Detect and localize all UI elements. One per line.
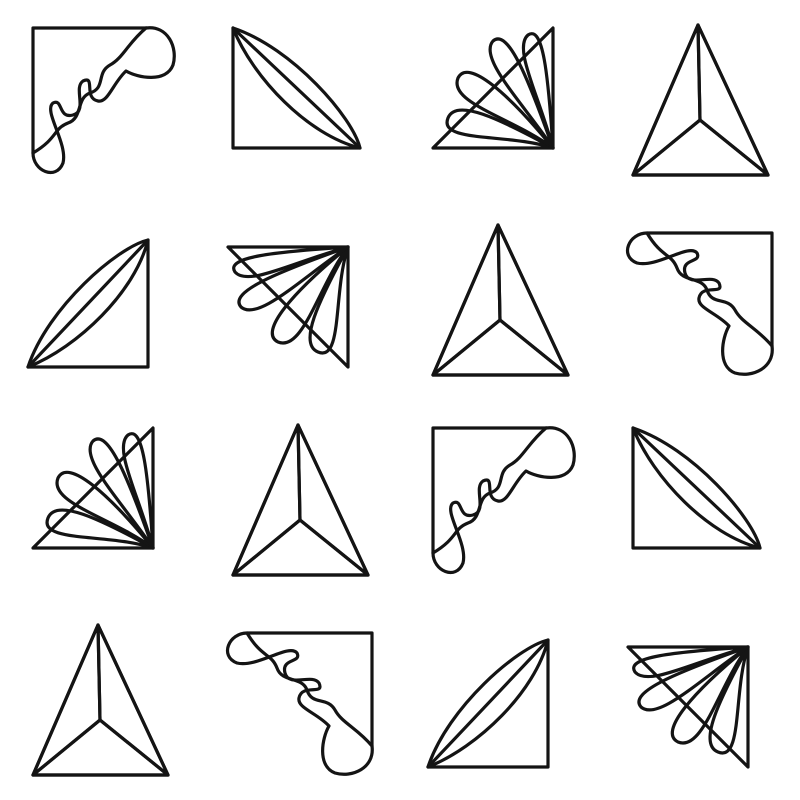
wavy-corner-tile-icon [31,26,176,175]
lens-triangle-tile-icon [631,426,762,550]
fan-tile-icon [31,426,155,550]
fan-petal-4 [232,245,350,279]
lens-triangle-tile-icon [231,26,362,150]
fan-petal-1 [445,108,555,150]
fan-petal-1 [708,645,750,755]
lens-triangle-fill [231,26,362,150]
wavy-diagonal-line [431,426,548,555]
fan-petal-2 [455,70,555,150]
fan-petal-3 [637,645,750,712]
pyramid-outline [431,223,570,377]
pyramid-outline [631,23,770,177]
fan-petal-4 [632,645,750,679]
fan-petal-2 [270,245,350,345]
lens-triangle-tile-icon [426,638,550,769]
pyramid-outline [231,423,370,577]
fan-triangle-fill [31,426,155,550]
fan-tile-icon [226,245,350,369]
lens-shape [426,638,550,769]
tri-pyramid-tile-icon [431,223,570,377]
fan-petal-3 [88,437,155,550]
wavy-corner-tile-icon [225,631,374,776]
fan-petal-1 [45,508,155,550]
tiles-layer [26,23,774,777]
lens-triangle-fill [26,238,150,369]
wavy-corner-fill [431,426,576,575]
lens-triangle-tile-icon [26,238,150,369]
wavy-diagonal-line [245,631,374,748]
lens-triangle-fill [631,426,762,550]
fan-petal-1 [308,245,350,355]
wavy-corner-fill [225,631,374,776]
fan-petal-2 [55,470,155,550]
wavy-corner-tile-icon [431,426,576,575]
fan-tile-icon [626,645,750,769]
fan-tile-icon [431,26,555,150]
wavy-corner-fill [31,26,176,175]
lens-shape [231,26,362,150]
fan-petal-3 [488,37,555,150]
tri-pyramid-tile-icon [631,23,770,177]
fan-triangle-fill [431,26,555,150]
fan-petal-4 [521,32,555,150]
wavy-diagonal-line [645,231,774,348]
fan-triangle-fill [226,245,350,369]
wavy-corner-tile-icon [625,231,774,376]
fan-petal-3 [237,245,350,312]
fan-petal-2 [670,645,750,745]
tri-pyramid-tile-icon [231,423,370,577]
fan-triangle-fill [626,645,750,769]
tri-pyramid-tile-icon [31,623,170,777]
pyramid-outline [31,623,170,777]
fan-petal-4 [121,432,155,550]
lens-shape [631,426,762,550]
wavy-corner-fill [625,231,774,376]
wavy-diagonal-line [31,26,148,155]
lens-triangle-fill [426,638,550,769]
lens-shape [26,238,150,369]
